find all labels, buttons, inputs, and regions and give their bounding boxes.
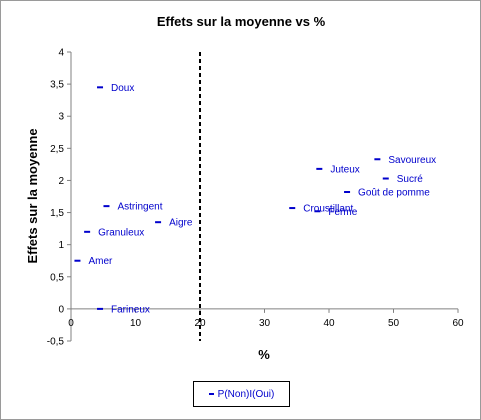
x-tick-label: 10 xyxy=(130,318,142,329)
data-point-label: Astringent xyxy=(117,202,162,213)
axes: -0,500,511,522,533,540 10 20 30 40 50 60 xyxy=(47,48,464,348)
x-tick-label: 60 xyxy=(452,318,464,329)
data-point-marker xyxy=(84,230,91,233)
x-tick-label: 30 xyxy=(259,318,271,329)
data-point-label: Farineux xyxy=(111,304,150,315)
data-point-marker xyxy=(74,259,81,262)
chart-title: Effets sur la moyenne vs % xyxy=(157,14,326,29)
y-tick-label: 3,5 xyxy=(50,80,64,91)
data-point-marker xyxy=(374,158,381,161)
y-tick-label: 2,5 xyxy=(50,144,64,155)
data-point-marker xyxy=(382,177,389,180)
data-point-marker xyxy=(289,207,296,210)
data-point-marker xyxy=(103,205,110,208)
data-point-marker xyxy=(344,191,351,194)
data-point-label: Doux xyxy=(111,83,134,94)
data-point-marker xyxy=(155,221,162,224)
y-tick-label: 3 xyxy=(58,112,64,123)
legend: P(Non)I(Oui) xyxy=(193,381,290,407)
data-point-marker xyxy=(97,307,104,310)
data-point-label: Savoureux xyxy=(388,155,436,166)
data-point-marker xyxy=(316,167,323,170)
data-point-label: Sucré xyxy=(397,174,424,185)
x-axis-title: % xyxy=(258,347,270,362)
y-tick-label: 0,5 xyxy=(50,272,64,283)
data-point-label: Aigre xyxy=(169,218,193,229)
data-point-label: Amer xyxy=(88,256,113,267)
x-tick-label: 0 xyxy=(68,318,74,329)
data-point-label: Croustillant xyxy=(303,204,353,215)
y-tick-label: 1,5 xyxy=(50,208,64,219)
legend-marker xyxy=(208,393,214,395)
x-tick-label: 40 xyxy=(323,318,335,329)
y-tick-label: 0 xyxy=(58,304,64,315)
y-tick-label: 4 xyxy=(58,48,64,59)
data-point-marker xyxy=(97,86,104,89)
y-tick-label: 2 xyxy=(58,176,64,187)
x-tick-label: 20 xyxy=(194,318,206,329)
data-point-label: Ferme xyxy=(328,207,357,218)
y-axis-title: Effets sur la moyenne xyxy=(25,128,40,263)
legend-label: P(Non)I(Oui) xyxy=(217,388,275,400)
data-point-label: Granuleux xyxy=(98,227,144,238)
y-tick-label: -0,5 xyxy=(47,337,65,348)
data-point-label: Goût de pomme xyxy=(358,188,430,199)
data-point-label: Juteux xyxy=(330,164,359,175)
data-points: Doux Astringent Granuleux Aigre Amer Farineux… xyxy=(74,83,436,315)
data-point-marker xyxy=(314,210,321,213)
x-tick-label: 50 xyxy=(388,318,400,329)
y-tick-label: 1 xyxy=(58,240,64,251)
